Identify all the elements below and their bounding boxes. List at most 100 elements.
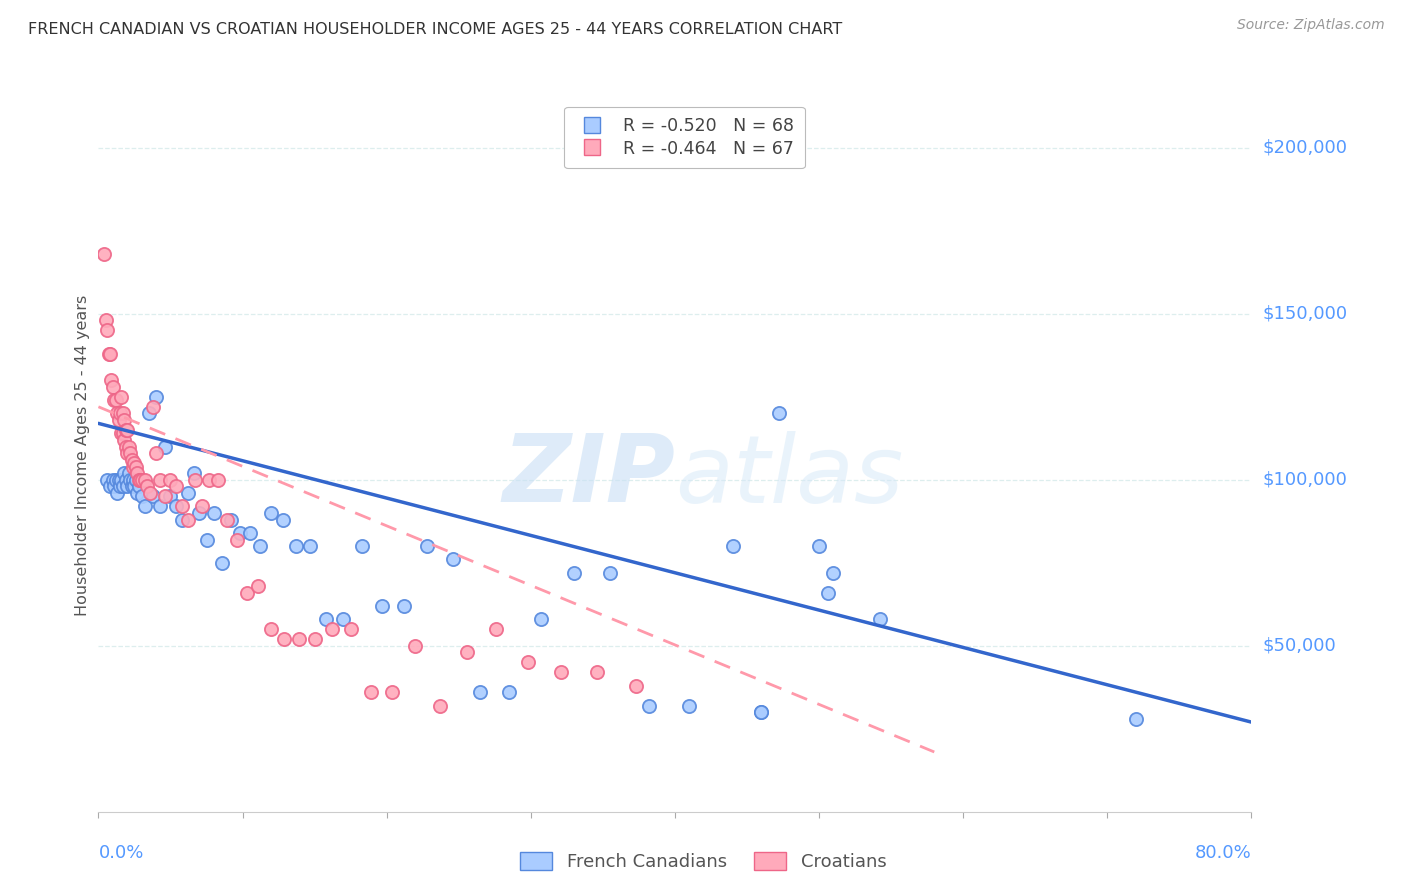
Point bbox=[111, 479, 134, 493]
Text: FRENCH CANADIAN VS CROATIAN HOUSEHOLDER INCOME AGES 25 - 44 YEARS CORRELATION CH: FRENCH CANADIAN VS CROATIAN HOUSEHOLDER … bbox=[28, 22, 842, 37]
Point bbox=[159, 473, 181, 487]
Point bbox=[159, 490, 181, 504]
Point bbox=[751, 705, 773, 719]
Point bbox=[124, 456, 146, 470]
Point bbox=[191, 500, 214, 514]
Point bbox=[225, 533, 247, 547]
Point bbox=[96, 323, 118, 337]
Point bbox=[228, 525, 250, 540]
Point bbox=[239, 525, 262, 540]
Point bbox=[284, 539, 307, 553]
Point bbox=[112, 433, 135, 447]
Point bbox=[321, 622, 343, 636]
Text: $200,000: $200,000 bbox=[1263, 139, 1347, 157]
Point bbox=[153, 440, 176, 454]
Point bbox=[287, 632, 309, 647]
Point bbox=[108, 479, 131, 493]
Y-axis label: Householder Income Ages 25 - 44 years: Householder Income Ages 25 - 44 years bbox=[75, 294, 90, 615]
Point bbox=[134, 500, 156, 514]
Point bbox=[807, 539, 830, 553]
Legend: French Canadians, Croatians: French Canadians, Croatians bbox=[512, 846, 894, 879]
Point bbox=[177, 486, 200, 500]
Point bbox=[823, 566, 845, 580]
Point bbox=[131, 473, 153, 487]
Point bbox=[108, 406, 131, 420]
Point bbox=[117, 479, 138, 493]
Point bbox=[371, 599, 394, 613]
Point bbox=[456, 645, 478, 659]
Point bbox=[485, 622, 508, 636]
Point bbox=[98, 479, 121, 493]
Point bbox=[112, 413, 135, 427]
Text: ZIP: ZIP bbox=[502, 430, 675, 523]
Point bbox=[817, 585, 839, 599]
Point bbox=[195, 533, 218, 547]
Point bbox=[103, 479, 125, 493]
Point bbox=[118, 466, 141, 480]
Point bbox=[562, 566, 585, 580]
Point bbox=[120, 473, 142, 487]
Point bbox=[768, 406, 790, 420]
Point bbox=[177, 513, 200, 527]
Point bbox=[125, 473, 148, 487]
Point bbox=[100, 373, 122, 387]
Point bbox=[441, 552, 464, 566]
Point bbox=[136, 479, 159, 493]
Point bbox=[139, 486, 162, 500]
Point bbox=[142, 490, 165, 504]
Point bbox=[129, 473, 152, 487]
Point bbox=[142, 400, 165, 414]
Point bbox=[124, 479, 146, 493]
Point bbox=[153, 490, 176, 504]
Point bbox=[149, 473, 172, 487]
Point bbox=[550, 665, 572, 680]
Point bbox=[498, 685, 520, 699]
Point bbox=[94, 313, 117, 327]
Point bbox=[114, 473, 136, 487]
Point bbox=[97, 347, 120, 361]
Point bbox=[107, 413, 129, 427]
Point bbox=[165, 500, 187, 514]
Point bbox=[131, 490, 153, 504]
Point bbox=[165, 479, 187, 493]
Point bbox=[869, 612, 891, 626]
Point bbox=[273, 632, 295, 647]
Point bbox=[599, 566, 621, 580]
Point bbox=[586, 665, 609, 680]
Point bbox=[188, 506, 211, 520]
Point bbox=[360, 685, 382, 699]
Point bbox=[121, 453, 143, 467]
Point bbox=[751, 705, 773, 719]
Point bbox=[516, 656, 538, 670]
Text: $150,000: $150,000 bbox=[1263, 305, 1347, 323]
Point bbox=[315, 612, 337, 626]
Text: $100,000: $100,000 bbox=[1263, 471, 1347, 489]
Point bbox=[128, 473, 150, 487]
Text: 0.0%: 0.0% bbox=[98, 844, 143, 862]
Text: atlas: atlas bbox=[675, 431, 903, 522]
Point bbox=[145, 446, 167, 460]
Point bbox=[247, 579, 270, 593]
Point bbox=[184, 473, 207, 487]
Point bbox=[470, 685, 492, 699]
Text: Source: ZipAtlas.com: Source: ZipAtlas.com bbox=[1237, 18, 1385, 32]
Point bbox=[392, 599, 415, 613]
Point bbox=[429, 698, 451, 713]
Point bbox=[638, 698, 661, 713]
Point bbox=[721, 539, 744, 553]
Point bbox=[332, 612, 354, 626]
Point bbox=[117, 446, 138, 460]
Point bbox=[110, 473, 132, 487]
Point bbox=[260, 622, 283, 636]
Point bbox=[530, 612, 553, 626]
Point bbox=[170, 500, 193, 514]
Point bbox=[128, 479, 150, 493]
Point bbox=[93, 247, 115, 261]
Point bbox=[352, 539, 374, 553]
Point bbox=[117, 423, 138, 437]
Point bbox=[170, 513, 193, 527]
Point bbox=[183, 466, 205, 480]
Point bbox=[103, 393, 125, 408]
Point bbox=[127, 486, 149, 500]
Point bbox=[111, 406, 134, 420]
